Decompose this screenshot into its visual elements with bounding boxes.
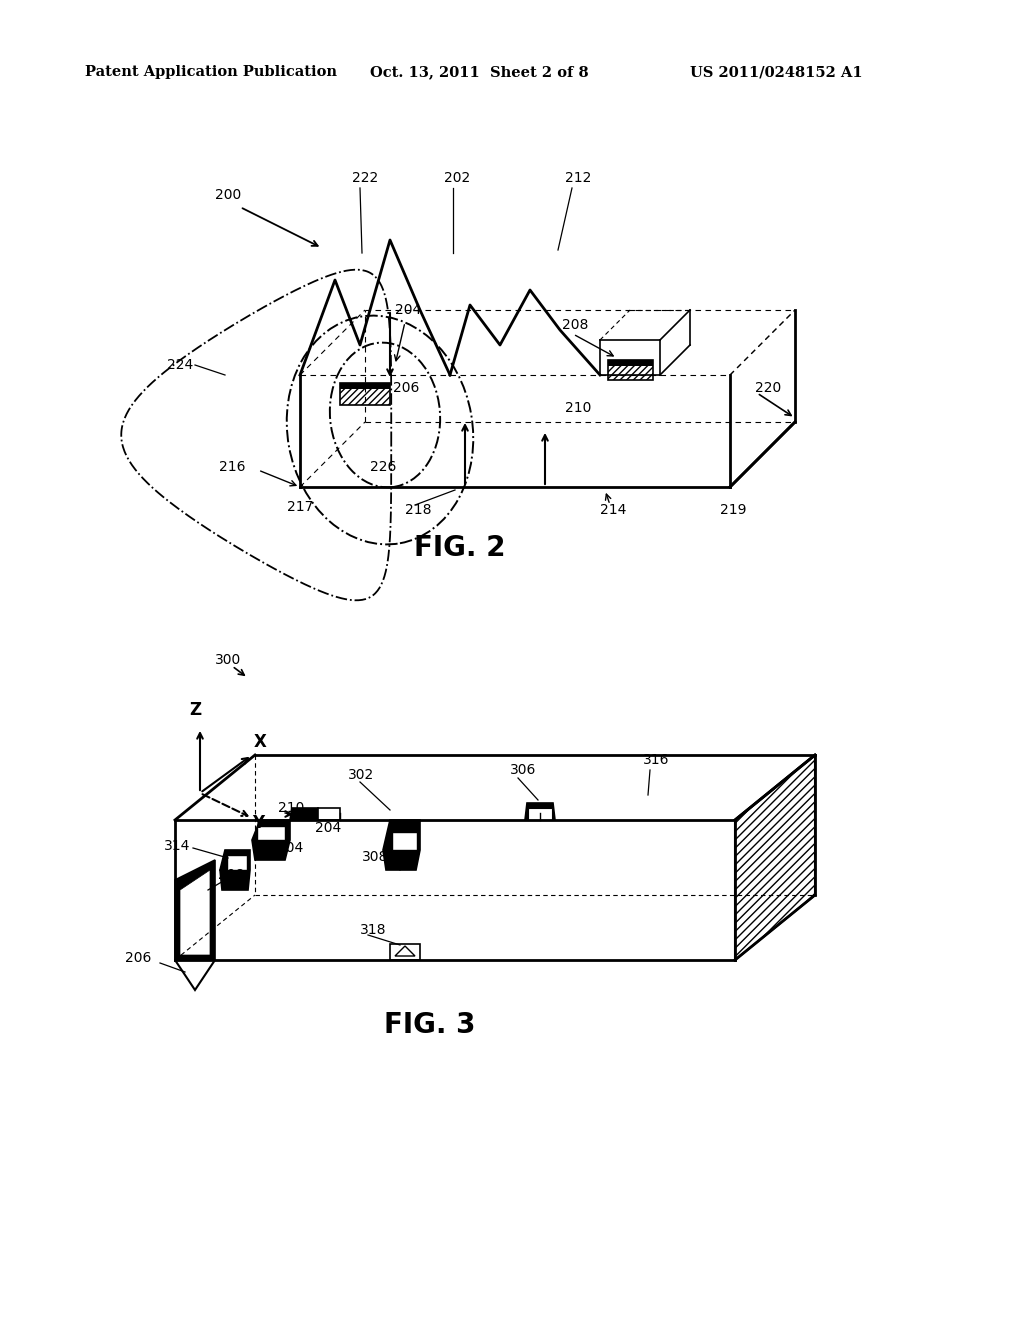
Text: 204: 204 — [395, 304, 421, 317]
Text: 224: 224 — [167, 358, 193, 372]
Text: X: X — [254, 733, 266, 751]
Text: 218: 218 — [406, 503, 431, 517]
Bar — [392, 832, 417, 850]
Bar — [227, 855, 247, 870]
Bar — [608, 360, 653, 380]
Text: 314: 314 — [164, 840, 190, 853]
Text: 212: 212 — [565, 172, 592, 185]
Text: 222: 222 — [352, 172, 378, 185]
Text: 204: 204 — [315, 821, 341, 836]
Text: 226: 226 — [370, 459, 396, 474]
Polygon shape — [290, 808, 319, 820]
Bar — [608, 360, 653, 380]
Text: 220: 220 — [755, 381, 781, 395]
Text: 306: 306 — [510, 763, 537, 777]
Polygon shape — [383, 820, 420, 870]
Text: US 2011/0248152 A1: US 2011/0248152 A1 — [690, 65, 862, 79]
Text: Z: Z — [189, 701, 201, 719]
Polygon shape — [175, 861, 215, 960]
Bar — [608, 360, 653, 366]
Text: Oct. 13, 2011  Sheet 2 of 8: Oct. 13, 2011 Sheet 2 of 8 — [370, 65, 589, 79]
Text: 210: 210 — [278, 801, 304, 814]
Text: 210: 210 — [565, 401, 592, 414]
Polygon shape — [318, 808, 340, 820]
Polygon shape — [180, 870, 210, 954]
Text: 208: 208 — [218, 869, 245, 882]
Text: 217: 217 — [287, 500, 313, 513]
Text: 202: 202 — [444, 172, 470, 185]
Text: 214: 214 — [600, 503, 627, 517]
Text: 200: 200 — [215, 187, 242, 202]
Bar — [528, 808, 552, 820]
Bar — [340, 383, 390, 389]
Text: 302: 302 — [348, 768, 374, 781]
Text: Patent Application Publication: Patent Application Publication — [85, 65, 337, 79]
Text: 318: 318 — [360, 923, 386, 937]
Text: 219: 219 — [720, 503, 746, 517]
Text: 208: 208 — [562, 318, 589, 333]
Polygon shape — [220, 850, 250, 890]
Text: FIG. 2: FIG. 2 — [415, 535, 506, 562]
Polygon shape — [735, 755, 815, 960]
Text: 304: 304 — [278, 841, 304, 855]
Polygon shape — [390, 944, 420, 960]
Polygon shape — [252, 820, 290, 861]
Bar — [257, 826, 285, 840]
Text: 308: 308 — [361, 850, 388, 865]
Text: 206: 206 — [125, 950, 152, 965]
FancyBboxPatch shape — [340, 383, 390, 405]
Text: 206: 206 — [393, 381, 420, 395]
Text: Y: Y — [252, 814, 264, 832]
Text: 216: 216 — [218, 459, 245, 474]
Text: FIG. 3: FIG. 3 — [384, 1011, 476, 1039]
Polygon shape — [525, 803, 555, 820]
Text: 316: 316 — [643, 752, 670, 767]
Text: 300: 300 — [215, 653, 242, 667]
